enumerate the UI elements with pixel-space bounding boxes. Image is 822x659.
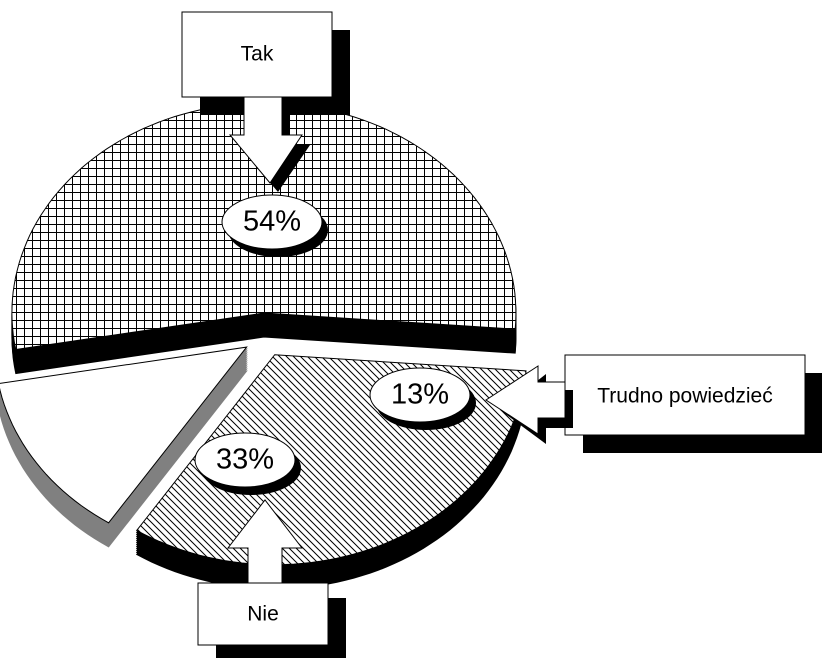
label-box xyxy=(564,354,806,436)
labels: Tak Nie Trudno powiedzieć 54% 33% 13% xyxy=(181,11,822,658)
label-box xyxy=(181,11,333,98)
slice xyxy=(0,346,248,524)
value-label-bg xyxy=(194,432,296,488)
value-label: 13% xyxy=(391,379,449,411)
pie xyxy=(0,102,527,590)
category-label: Trudno powiedzieć xyxy=(597,385,773,408)
category-label: Nie xyxy=(247,603,279,626)
value-label-bg xyxy=(369,367,471,423)
value-label: 33% xyxy=(216,444,274,476)
value-label-bg xyxy=(221,194,323,250)
label-box xyxy=(197,582,329,646)
arrow xyxy=(485,365,566,435)
arrow xyxy=(226,499,304,584)
category-label: Tak xyxy=(241,43,274,66)
arrow xyxy=(228,96,303,184)
value-label: 54% xyxy=(243,206,301,238)
